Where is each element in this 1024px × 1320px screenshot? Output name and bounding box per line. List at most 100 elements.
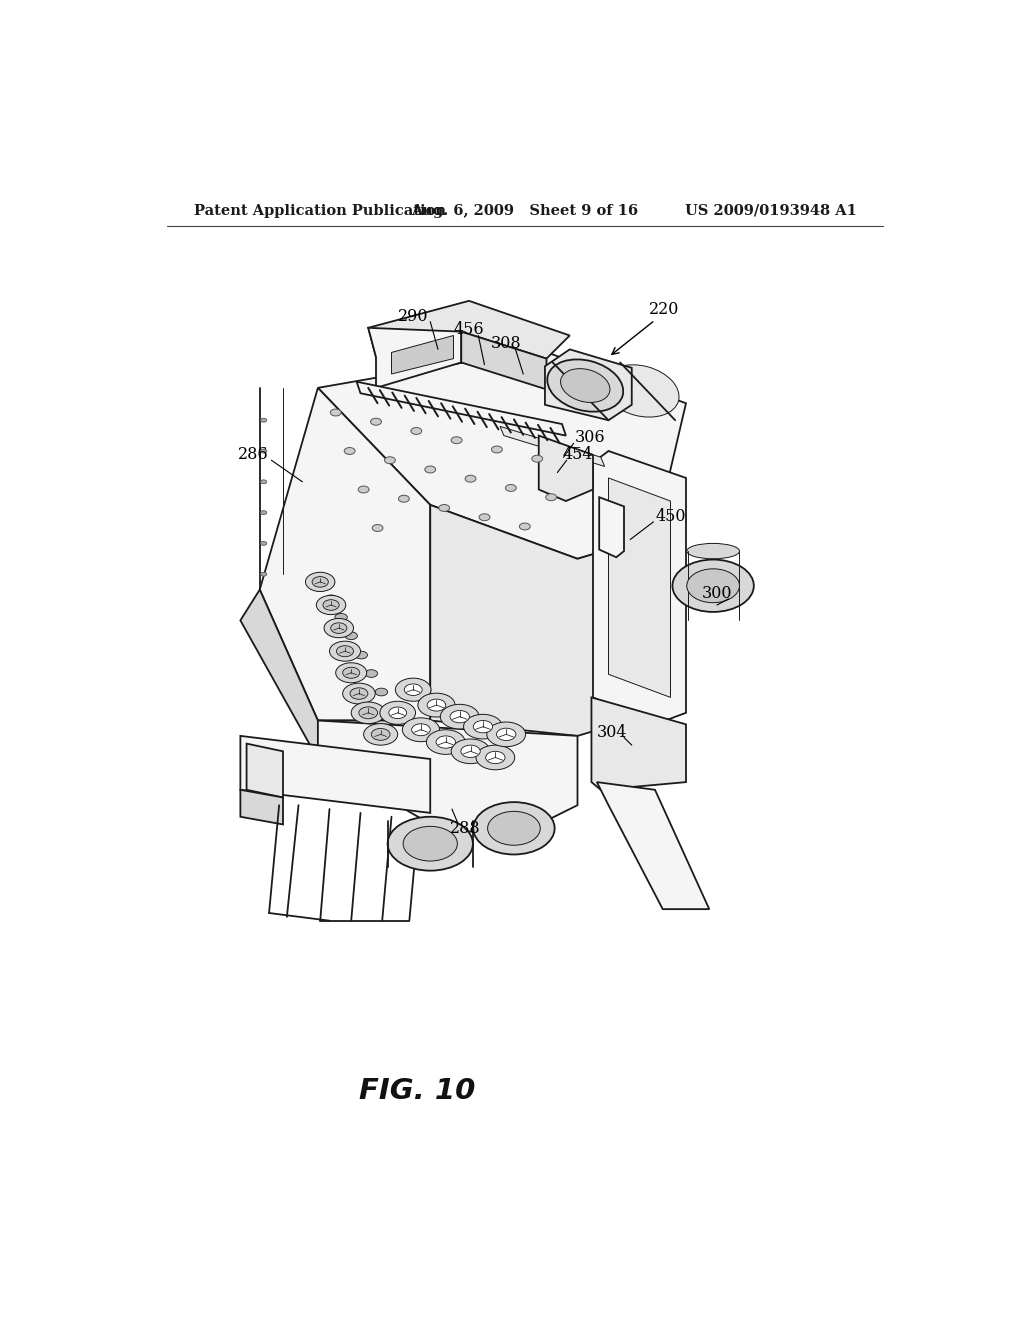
Text: 306: 306 [574, 429, 605, 446]
Ellipse shape [331, 409, 341, 416]
Ellipse shape [355, 651, 368, 659]
Ellipse shape [687, 544, 739, 558]
Ellipse shape [371, 418, 381, 425]
Ellipse shape [385, 708, 397, 715]
Text: 454: 454 [562, 446, 593, 463]
Text: 288: 288 [450, 820, 480, 837]
Polygon shape [608, 478, 671, 697]
Ellipse shape [389, 708, 407, 718]
Ellipse shape [519, 523, 530, 529]
Polygon shape [241, 737, 430, 813]
Ellipse shape [336, 663, 367, 682]
Text: 220: 220 [649, 301, 680, 318]
Ellipse shape [324, 619, 353, 638]
Ellipse shape [335, 614, 347, 622]
Ellipse shape [440, 705, 479, 729]
Ellipse shape [412, 723, 430, 735]
Text: 308: 308 [490, 335, 521, 351]
Ellipse shape [260, 449, 266, 453]
Polygon shape [461, 331, 547, 389]
Ellipse shape [325, 595, 337, 603]
Ellipse shape [402, 718, 439, 742]
Ellipse shape [485, 751, 505, 763]
Ellipse shape [486, 722, 525, 747]
Ellipse shape [403, 826, 458, 861]
Ellipse shape [385, 457, 395, 463]
Ellipse shape [330, 642, 360, 661]
Text: 456: 456 [454, 321, 484, 338]
Polygon shape [500, 426, 604, 466]
Ellipse shape [476, 744, 515, 770]
Ellipse shape [438, 504, 450, 511]
Ellipse shape [260, 511, 266, 515]
Text: FIG. 10: FIG. 10 [359, 1077, 476, 1105]
Ellipse shape [337, 645, 353, 657]
Ellipse shape [450, 710, 469, 723]
Text: 300: 300 [701, 585, 732, 602]
Ellipse shape [372, 524, 383, 532]
Ellipse shape [425, 466, 435, 473]
Ellipse shape [418, 693, 455, 717]
Text: 290: 290 [398, 308, 428, 325]
Polygon shape [593, 451, 686, 725]
Ellipse shape [560, 368, 610, 403]
Polygon shape [317, 721, 578, 836]
Ellipse shape [479, 513, 489, 520]
Text: Patent Application Publication: Patent Application Publication [194, 203, 445, 218]
Ellipse shape [331, 623, 347, 634]
Ellipse shape [375, 688, 388, 696]
Ellipse shape [398, 495, 410, 502]
Ellipse shape [465, 475, 476, 482]
Ellipse shape [497, 729, 516, 741]
Polygon shape [369, 301, 569, 359]
Ellipse shape [404, 684, 422, 696]
Ellipse shape [388, 817, 473, 871]
Polygon shape [241, 789, 283, 825]
Ellipse shape [343, 684, 375, 704]
Text: US 2009/0193948 A1: US 2009/0193948 A1 [685, 203, 856, 218]
Ellipse shape [427, 700, 445, 711]
Ellipse shape [343, 667, 359, 678]
Ellipse shape [603, 364, 679, 417]
Polygon shape [599, 498, 624, 557]
Ellipse shape [426, 730, 465, 755]
Ellipse shape [411, 428, 422, 434]
Ellipse shape [395, 678, 431, 701]
Polygon shape [260, 388, 430, 721]
Polygon shape [592, 697, 686, 789]
Ellipse shape [350, 688, 368, 700]
Ellipse shape [312, 577, 329, 587]
Ellipse shape [323, 599, 339, 610]
Ellipse shape [492, 446, 503, 453]
Ellipse shape [366, 669, 378, 677]
Polygon shape [247, 743, 283, 797]
Ellipse shape [305, 573, 335, 591]
Ellipse shape [260, 573, 266, 576]
Ellipse shape [260, 418, 266, 422]
Ellipse shape [531, 455, 543, 462]
Ellipse shape [344, 447, 355, 454]
Ellipse shape [506, 484, 516, 491]
Ellipse shape [380, 701, 416, 725]
Ellipse shape [546, 494, 557, 500]
Ellipse shape [364, 723, 397, 744]
Polygon shape [241, 590, 430, 759]
Text: 286: 286 [239, 446, 269, 463]
Ellipse shape [461, 744, 480, 758]
Polygon shape [430, 506, 655, 737]
Polygon shape [597, 781, 710, 909]
Ellipse shape [316, 595, 346, 615]
Ellipse shape [345, 632, 357, 640]
Ellipse shape [436, 737, 456, 748]
Ellipse shape [260, 480, 266, 483]
Polygon shape [391, 335, 454, 374]
Ellipse shape [315, 577, 328, 585]
Polygon shape [545, 350, 632, 420]
Ellipse shape [452, 739, 489, 763]
Ellipse shape [351, 702, 385, 723]
Text: 304: 304 [597, 723, 628, 741]
Ellipse shape [473, 721, 493, 733]
Text: Aug. 6, 2009   Sheet 9 of 16: Aug. 6, 2009 Sheet 9 of 16 [412, 203, 638, 218]
Ellipse shape [358, 708, 378, 718]
Ellipse shape [547, 359, 624, 412]
